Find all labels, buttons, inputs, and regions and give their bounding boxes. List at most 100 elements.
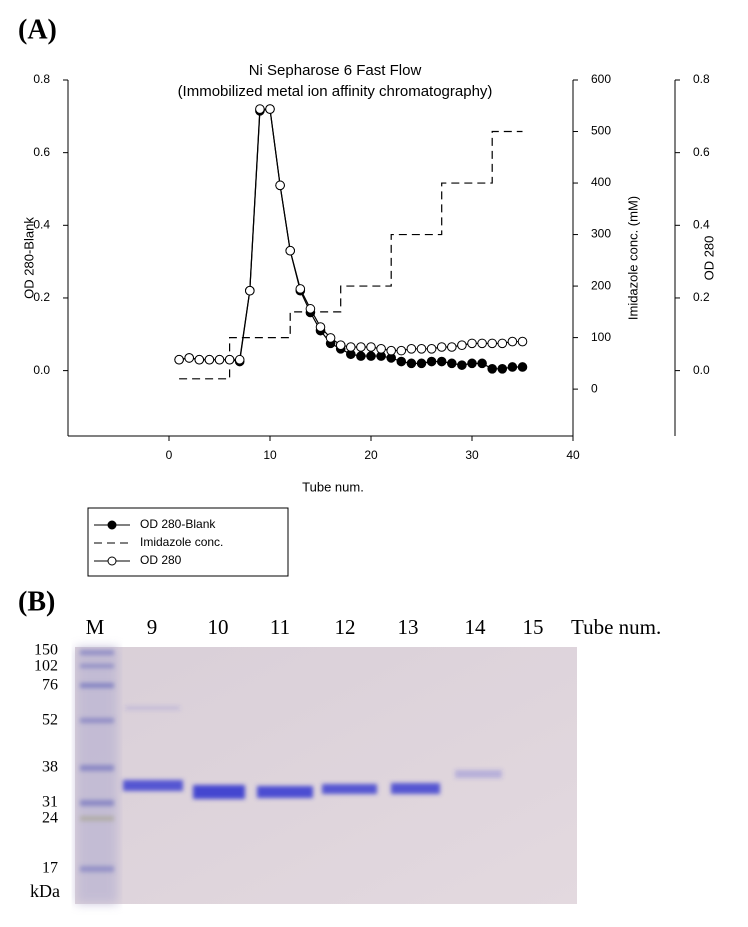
tick-label: 0.0: [693, 363, 710, 377]
y-axis-label: OD 280-Blank: [21, 217, 36, 299]
tick-label: 400: [591, 175, 611, 189]
data-point: [507, 336, 518, 347]
data-point: [406, 358, 417, 369]
tick-label: 500: [591, 124, 611, 138]
data-point: [325, 333, 336, 343]
marker-lane: [76, 647, 118, 904]
data-point: [467, 358, 477, 369]
data-point: [305, 304, 316, 314]
chart-title: Ni Sepharose 6 Fast Flow: [249, 62, 422, 79]
lane-label: 13: [398, 615, 419, 639]
data-point: [356, 351, 366, 361]
tick-label: 100: [591, 330, 611, 344]
data-point: [214, 354, 225, 365]
panel-label: (B): [18, 586, 55, 617]
legend-label: OD 280: [140, 553, 182, 567]
tick-label: 20: [364, 448, 378, 462]
data-point: [396, 345, 407, 356]
data-point: [497, 363, 508, 374]
lane-label: 9: [147, 615, 158, 639]
data-point: [447, 358, 457, 369]
panel-label: (A): [18, 14, 57, 45]
data-point: [396, 356, 407, 367]
axes: [67, 80, 676, 437]
mw-label: 76: [42, 677, 58, 694]
data-point: [477, 338, 487, 349]
series: [174, 104, 528, 374]
mw-label: 150: [34, 642, 58, 659]
data-point: [477, 358, 487, 369]
data-point: [315, 322, 326, 332]
mw-label: 102: [34, 658, 58, 675]
data-point: [356, 342, 366, 352]
mw-label: 24: [42, 810, 58, 827]
series: [174, 104, 528, 365]
data-point: [457, 360, 467, 370]
data-point: [517, 336, 528, 347]
data-point: [447, 342, 457, 352]
gel-image: [75, 647, 577, 904]
data-point: [426, 356, 437, 367]
data-point: [457, 340, 467, 350]
data-point: [406, 344, 417, 354]
series-line: [179, 130, 523, 380]
series-line: [178, 108, 523, 361]
data-point: [174, 354, 184, 365]
mw-label: 52: [42, 712, 58, 729]
data-point: [426, 344, 437, 354]
y2-axis-label: Imidazole conc. (mM): [625, 196, 640, 320]
data-point: [366, 351, 376, 361]
chart-subtitle: (Immobilized metal ion affinity chromato…: [178, 83, 493, 100]
data-point: [285, 245, 296, 256]
data-point: [416, 344, 427, 354]
data-point: [436, 342, 447, 352]
lane-label: 14: [465, 615, 487, 639]
y3-axis-label: OD 280: [701, 236, 716, 281]
series: [179, 130, 523, 380]
data-point: [255, 104, 265, 114]
data-point: [487, 363, 498, 374]
lane-label: 12: [335, 615, 356, 639]
tick-label: 0.2: [693, 290, 710, 304]
data-point: [295, 284, 306, 294]
tick-label: 0.6: [693, 145, 710, 159]
tick-label: 0.6: [33, 145, 50, 159]
tick-label: 0: [591, 381, 598, 395]
tick-label: 30: [465, 448, 479, 462]
data-point: [497, 338, 508, 349]
data-point: [346, 342, 356, 352]
data-point: [416, 358, 427, 369]
data-point: [487, 338, 498, 349]
tick-label: 300: [591, 227, 611, 241]
mw-label: 38: [42, 759, 58, 776]
data-point: [265, 104, 275, 114]
data-point: [245, 285, 255, 296]
data-point: [184, 353, 194, 363]
data-point: [224, 354, 235, 365]
x-axis-label: Tube num.: [302, 479, 364, 494]
legend-label: Imidazole conc.: [140, 535, 223, 549]
data-point: [436, 356, 447, 367]
data-point: [386, 345, 397, 356]
protein-bands: [123, 706, 502, 799]
data-point: [507, 362, 518, 372]
tick-label: 0: [166, 448, 173, 462]
tick-label: 40: [566, 448, 580, 462]
data-point: [234, 354, 245, 365]
tick-label: 600: [591, 72, 611, 86]
mw-label: 31: [42, 794, 58, 811]
tick-label: 0.4: [33, 217, 50, 231]
data-point: [194, 354, 205, 365]
lane-axis-label: Tube num.: [571, 615, 661, 639]
lane-label: 10: [208, 615, 229, 639]
legend-marker: [107, 520, 117, 530]
tick-label: 200: [591, 278, 611, 292]
mw-unit: kDa: [30, 881, 60, 901]
tick-label: 0.4: [693, 217, 710, 231]
data-point: [376, 344, 386, 354]
data-point: [517, 362, 528, 372]
tick-label: 0.0: [33, 363, 50, 377]
data-point: [275, 180, 285, 191]
